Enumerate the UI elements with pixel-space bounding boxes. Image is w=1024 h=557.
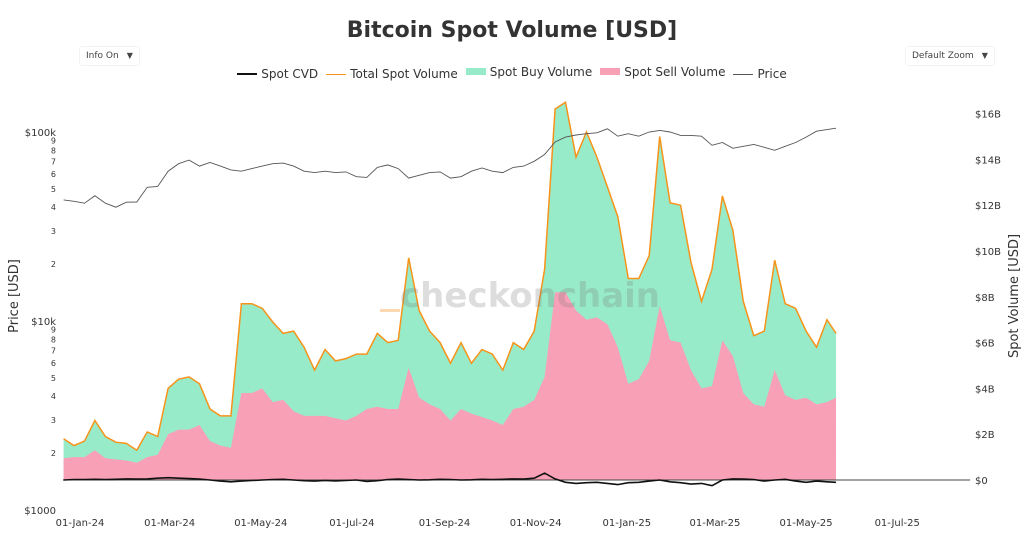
y-right-tick-label: $8B — [975, 293, 995, 304]
y-left-axis-title: Price [USD] — [7, 259, 22, 333]
x-tick-label: 01-Nov-24 — [510, 518, 562, 529]
x-tick-label: 01-Jan-25 — [602, 518, 651, 529]
legend-item[interactable]: Spot Buy Volume — [465, 64, 593, 79]
spot-cvd-line — [63, 472, 837, 487]
y-left-minor-tick-label: 9 — [51, 326, 56, 335]
legend-label: Total Spot Volume — [350, 67, 458, 82]
chart-title: Bitcoin Spot Volume [USD] — [346, 18, 678, 43]
y-left-minor-tick-label: 5 — [51, 374, 56, 383]
watermark-logo — [380, 309, 400, 312]
y-left-minor-tick-label: 6 — [51, 359, 56, 368]
y-right-tick-label: $0 — [975, 476, 988, 487]
chevron-down-icon: ▼ — [126, 51, 133, 60]
y-left-tick-label: $10k — [31, 317, 56, 328]
x-tick-label: 01-Jan-24 — [56, 518, 105, 529]
x-tick-label: 01-Sep-24 — [419, 518, 471, 529]
y-left-minor-tick-label: 3 — [51, 416, 56, 425]
x-tick-label: 01-May-25 — [779, 518, 832, 529]
legend-label: Spot CVD — [261, 67, 319, 81]
y-left-minor-tick-label: 8 — [51, 335, 56, 344]
legend-label: Spot Buy Volume — [489, 64, 593, 79]
x-tick-label: 01-Mar-24 — [144, 518, 195, 529]
legend-swatch — [733, 73, 754, 75]
spot-sell-volume-area — [63, 292, 837, 480]
chevron-down-icon: ▼ — [981, 51, 988, 60]
y-left-minor-tick-label: 7 — [51, 157, 56, 166]
y-right-tick-label: $16B — [975, 110, 1001, 121]
legend-swatch — [237, 73, 258, 75]
info-dropdown[interactable]: Info On ▼ — [79, 46, 140, 66]
zoom-dropdown-label: Default Zoom — [912, 51, 974, 61]
x-tick-label: 01-May-24 — [234, 518, 287, 529]
y-right-tick-label: $6B — [975, 339, 995, 350]
y-right-tick-label: $12B — [975, 201, 1001, 212]
x-tick-label: 01-Jul-24 — [329, 518, 374, 529]
legend-label: Price — [757, 67, 787, 82]
legend-swatch — [465, 68, 486, 75]
y-left-minor-tick-label: 7 — [51, 346, 56, 355]
zoom-dropdown[interactable]: Default Zoom ▼ — [905, 46, 995, 66]
legend: Spot CVD Total Spot Volume Spot Buy Volume… — [0, 64, 1024, 81]
legend-item[interactable]: Total Spot Volume — [326, 67, 458, 81]
y-right-tick-label: $2B — [975, 430, 995, 441]
legend-item[interactable]: Price — [733, 67, 787, 82]
y-left-minor-tick-label: 2 — [51, 260, 56, 269]
y-left-minor-tick-label: 9 — [51, 137, 56, 146]
y-left-minor-tick-label: 2 — [51, 449, 56, 458]
price-line — [63, 127, 837, 208]
y-left-minor-tick-label: 4 — [51, 392, 56, 401]
legend-swatch — [600, 68, 621, 75]
y-left-tick-label: $100k — [25, 128, 56, 139]
y-right-tick-label: $14B — [975, 155, 1001, 166]
y-left-minor-tick-label: 6 — [51, 170, 56, 179]
y-left-minor-tick-label: 3 — [51, 227, 56, 236]
legend-item[interactable]: Spot CVD — [237, 67, 318, 81]
legend-item[interactable]: Spot Sell Volume — [600, 65, 725, 79]
y-left-minor-tick-label: 5 — [51, 185, 56, 194]
info-dropdown-label: Info On — [86, 51, 119, 61]
y-left-tick-label: $1000 — [24, 506, 56, 517]
y-right-axis-title: Spot Volume [USD] — [1007, 234, 1022, 358]
x-tick-label: 01-Jul-25 — [875, 518, 920, 529]
x-tick-label: 01-Mar-25 — [689, 518, 740, 529]
legend-swatch — [326, 73, 347, 75]
y-left-minor-tick-label: 4 — [51, 203, 56, 212]
y-left-minor-tick-label: 8 — [51, 146, 56, 155]
legend-label: Spot Sell Volume — [624, 64, 726, 79]
y-right-tick-label: $4B — [975, 384, 995, 395]
watermark: checkonchain — [400, 276, 660, 316]
y-right-tick-label: $10B — [975, 247, 1001, 258]
total-spot-volume-line — [63, 100, 837, 452]
